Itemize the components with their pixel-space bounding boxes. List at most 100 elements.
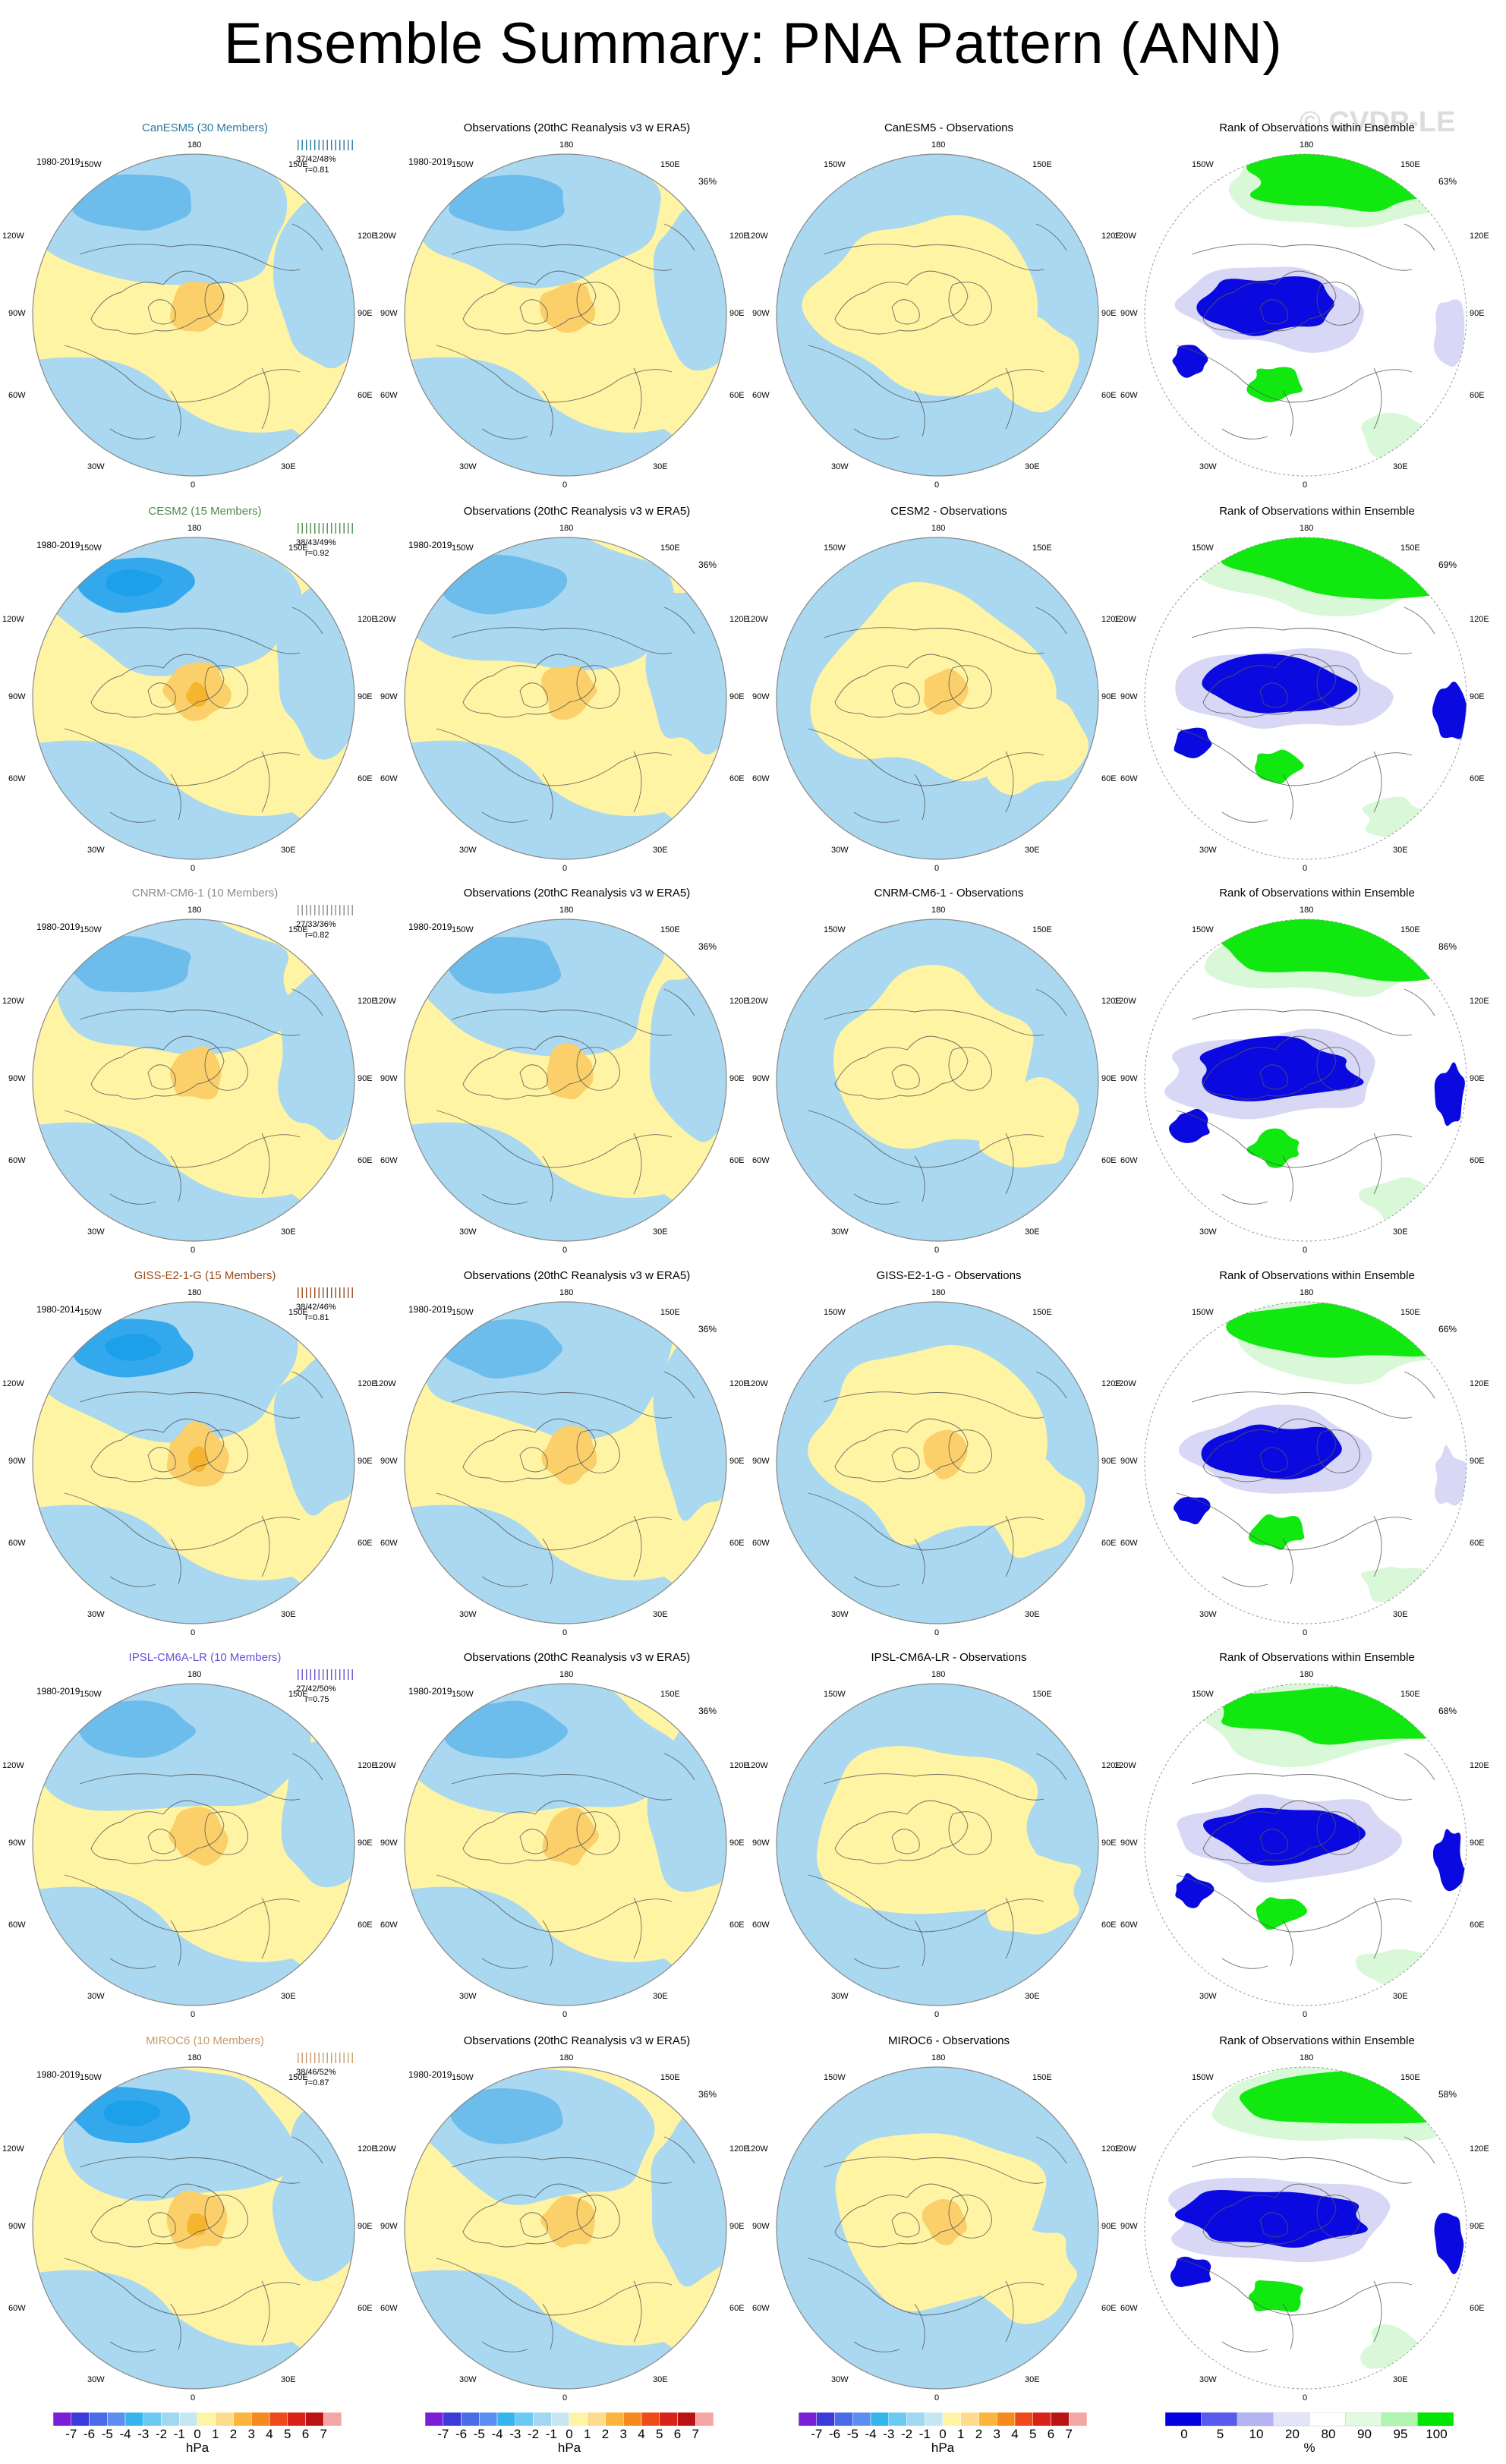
longitude-label-lower-left: 30W (831, 462, 849, 471)
longitude-label-mid-lower-right: 60E (358, 1156, 373, 1165)
longitude-label-lower-right: 30E (281, 1992, 296, 2001)
longitude-label-upper-right: 150E (1032, 925, 1052, 934)
longitude-label-upper-left: 150W (1192, 544, 1214, 553)
colorbar-tick-label: -6 (83, 2427, 96, 2441)
model-panel: CanESM5 (30 Members) 1980-2019 37/42/48% r=… (2, 121, 387, 501)
model-title: IPSL-CM6A-LR (10 Members) (128, 1651, 282, 1664)
longitude-label-upper-left: 150W (1192, 1308, 1214, 1317)
longitude-label-left: 90W (380, 692, 398, 701)
longitude-label-lower-right: 30E (281, 846, 296, 855)
rank-title: Rank of Observations within Ensemble (1219, 121, 1415, 134)
model-title: CESM2 (15 Members) (148, 505, 262, 518)
obs-period-label: 1980-2019 (408, 1686, 452, 1697)
diff-title: IPSL-CM6A-LR - Observations (871, 1651, 1027, 1664)
longitude-label-top: 180 (559, 140, 574, 150)
longitude-label-mid-upper-left: 120W (746, 615, 768, 624)
stats-label: 37/42/48% (296, 155, 336, 164)
longitude-label-mid-lower-right: 60E (1101, 1156, 1117, 1165)
longitude-label-left: 90W (8, 309, 26, 318)
longitude-label-mid-upper-right: 120E (1101, 1379, 1121, 1388)
correlation-label: r=0.81 (305, 165, 329, 175)
longitude-label-mid-lower-left: 60W (752, 2304, 770, 2313)
longitude-label-mid-lower-left: 60W (752, 774, 770, 783)
longitude-label-mid-lower-right: 60E (1101, 1539, 1117, 1548)
colorbar-tick-label: -5 (101, 2427, 113, 2441)
longitude-label-upper-left: 150W (824, 1308, 846, 1317)
longitude-label-left: 90W (380, 1457, 398, 1466)
colorbar-tick-label: -3 (137, 2427, 150, 2441)
longitude-label-upper-left: 150W (452, 925, 474, 934)
model-panel: CESM2 (15 Members) 1980-2019 38/43/49% r=0.… (2, 505, 387, 884)
longitude-label-upper-left: 150W (452, 1690, 474, 1699)
longitude-label-lower-right: 30E (653, 462, 668, 471)
colorbar-tick-label: -7 (437, 2427, 449, 2441)
longitude-label-mid-upper-right: 120E (1101, 2144, 1121, 2154)
diff-map (776, 1301, 1099, 1624)
longitude-label-mid-lower-right: 60E (1101, 1920, 1117, 1930)
longitude-label-mid-upper-right: 120E (1470, 1761, 1489, 1770)
longitude-label-mid-lower-left: 60W (752, 1539, 770, 1548)
model-title: CNRM-CM6-1 (10 Members) (131, 887, 279, 900)
colorbar-unit: hPa (931, 2440, 955, 2455)
longitude-label-right: 90E (358, 1457, 373, 1466)
longitude-label-mid-lower-left: 60W (8, 774, 26, 783)
longitude-label-upper-right: 150E (660, 160, 680, 169)
longitude-label-mid-upper-left: 120W (374, 1761, 396, 1770)
longitude-label-lower-right: 30E (1025, 846, 1040, 855)
longitude-label-lower-right: 30E (1025, 2375, 1040, 2384)
longitude-label-top: 180 (1300, 1670, 1314, 1679)
longitude-label-left: 90W (8, 1457, 26, 1466)
colorbar-swatches (798, 2412, 1088, 2427)
longitude-label-mid-lower-right: 60E (729, 774, 745, 783)
longitude-label-mid-upper-right: 120E (1101, 1761, 1121, 1770)
longitude-label-upper-right: 150E (1400, 925, 1420, 934)
colorbar-swatches (52, 2412, 342, 2427)
longitude-label-top: 180 (559, 1288, 574, 1297)
colorbar-tick-label: 0 (194, 2427, 201, 2441)
longitude-label-lower-left: 30W (87, 2375, 105, 2384)
longitude-label-mid-lower-right: 60E (729, 1539, 745, 1548)
model-map (32, 523, 355, 860)
longitude-label-left: 90W (1120, 692, 1138, 701)
longitude-label-top: 180 (1300, 524, 1314, 533)
colorbar-tick-label: 7 (692, 2427, 699, 2441)
longitude-label-lower-left: 30W (459, 462, 477, 471)
diff-panel: MIROC6 - Observations 180 0 150W 150E 120W 120… (746, 2034, 1131, 2414)
longitude-label-left: 90W (752, 1457, 770, 1466)
longitude-label-top: 180 (1300, 140, 1314, 150)
longitude-label-lower-left: 30W (1199, 846, 1217, 855)
obs-map (404, 918, 727, 1242)
longitude-label-mid-upper-right: 120E (1470, 2144, 1489, 2154)
longitude-label-upper-right: 150E (660, 2073, 680, 2082)
colorbar-tick-label: -4 (491, 2427, 503, 2441)
longitude-label-mid-upper-left: 120W (374, 615, 396, 624)
obs-map (404, 1301, 727, 1624)
rank-map (1144, 2066, 1467, 2390)
obs-pct-label: 36% (698, 1324, 717, 1334)
rank-panel: Rank of Observations within Ensemble 63% 1… (1114, 121, 1499, 501)
longitude-label-right: 90E (358, 1839, 373, 1848)
longitude-label-mid-lower-left: 60W (380, 1156, 398, 1165)
longitude-label-left: 90W (8, 1839, 26, 1848)
longitude-label-bottom: 0 (191, 1628, 196, 1637)
longitude-label-lower-left: 30W (1199, 1227, 1217, 1237)
longitude-label-lower-right: 30E (1393, 1610, 1408, 1619)
longitude-label-left: 90W (752, 1839, 770, 1848)
longitude-label-lower-left: 30W (1199, 1610, 1217, 1619)
colorbar-tick-label: 4 (1011, 2427, 1019, 2441)
longitude-label-bottom: 0 (934, 1246, 940, 1255)
model-map (32, 1669, 355, 2006)
longitude-label-top: 180 (187, 2053, 202, 2062)
longitude-label-bottom: 0 (1303, 2010, 1308, 2019)
obs-pct-label: 36% (698, 559, 717, 570)
longitude-label-right: 90E (1470, 1457, 1485, 1466)
longitude-label-right: 90E (729, 1839, 745, 1848)
colorbar-tick-label: 4 (266, 2427, 273, 2441)
colorbar-tick-label: 7 (320, 2427, 327, 2441)
obs-title: Observations (20thC Reanalysis v3 w ERA5… (463, 1651, 691, 1664)
colorbar-tick-label: 5 (656, 2427, 663, 2441)
longitude-label-top: 180 (559, 1670, 574, 1679)
rank-colorbar-unit: % (1303, 2440, 1315, 2455)
obs-panel: Observations (20thC Reanalysis v3 w ERA5… (374, 1651, 759, 2031)
longitude-label-upper-right: 150E (1400, 160, 1420, 169)
